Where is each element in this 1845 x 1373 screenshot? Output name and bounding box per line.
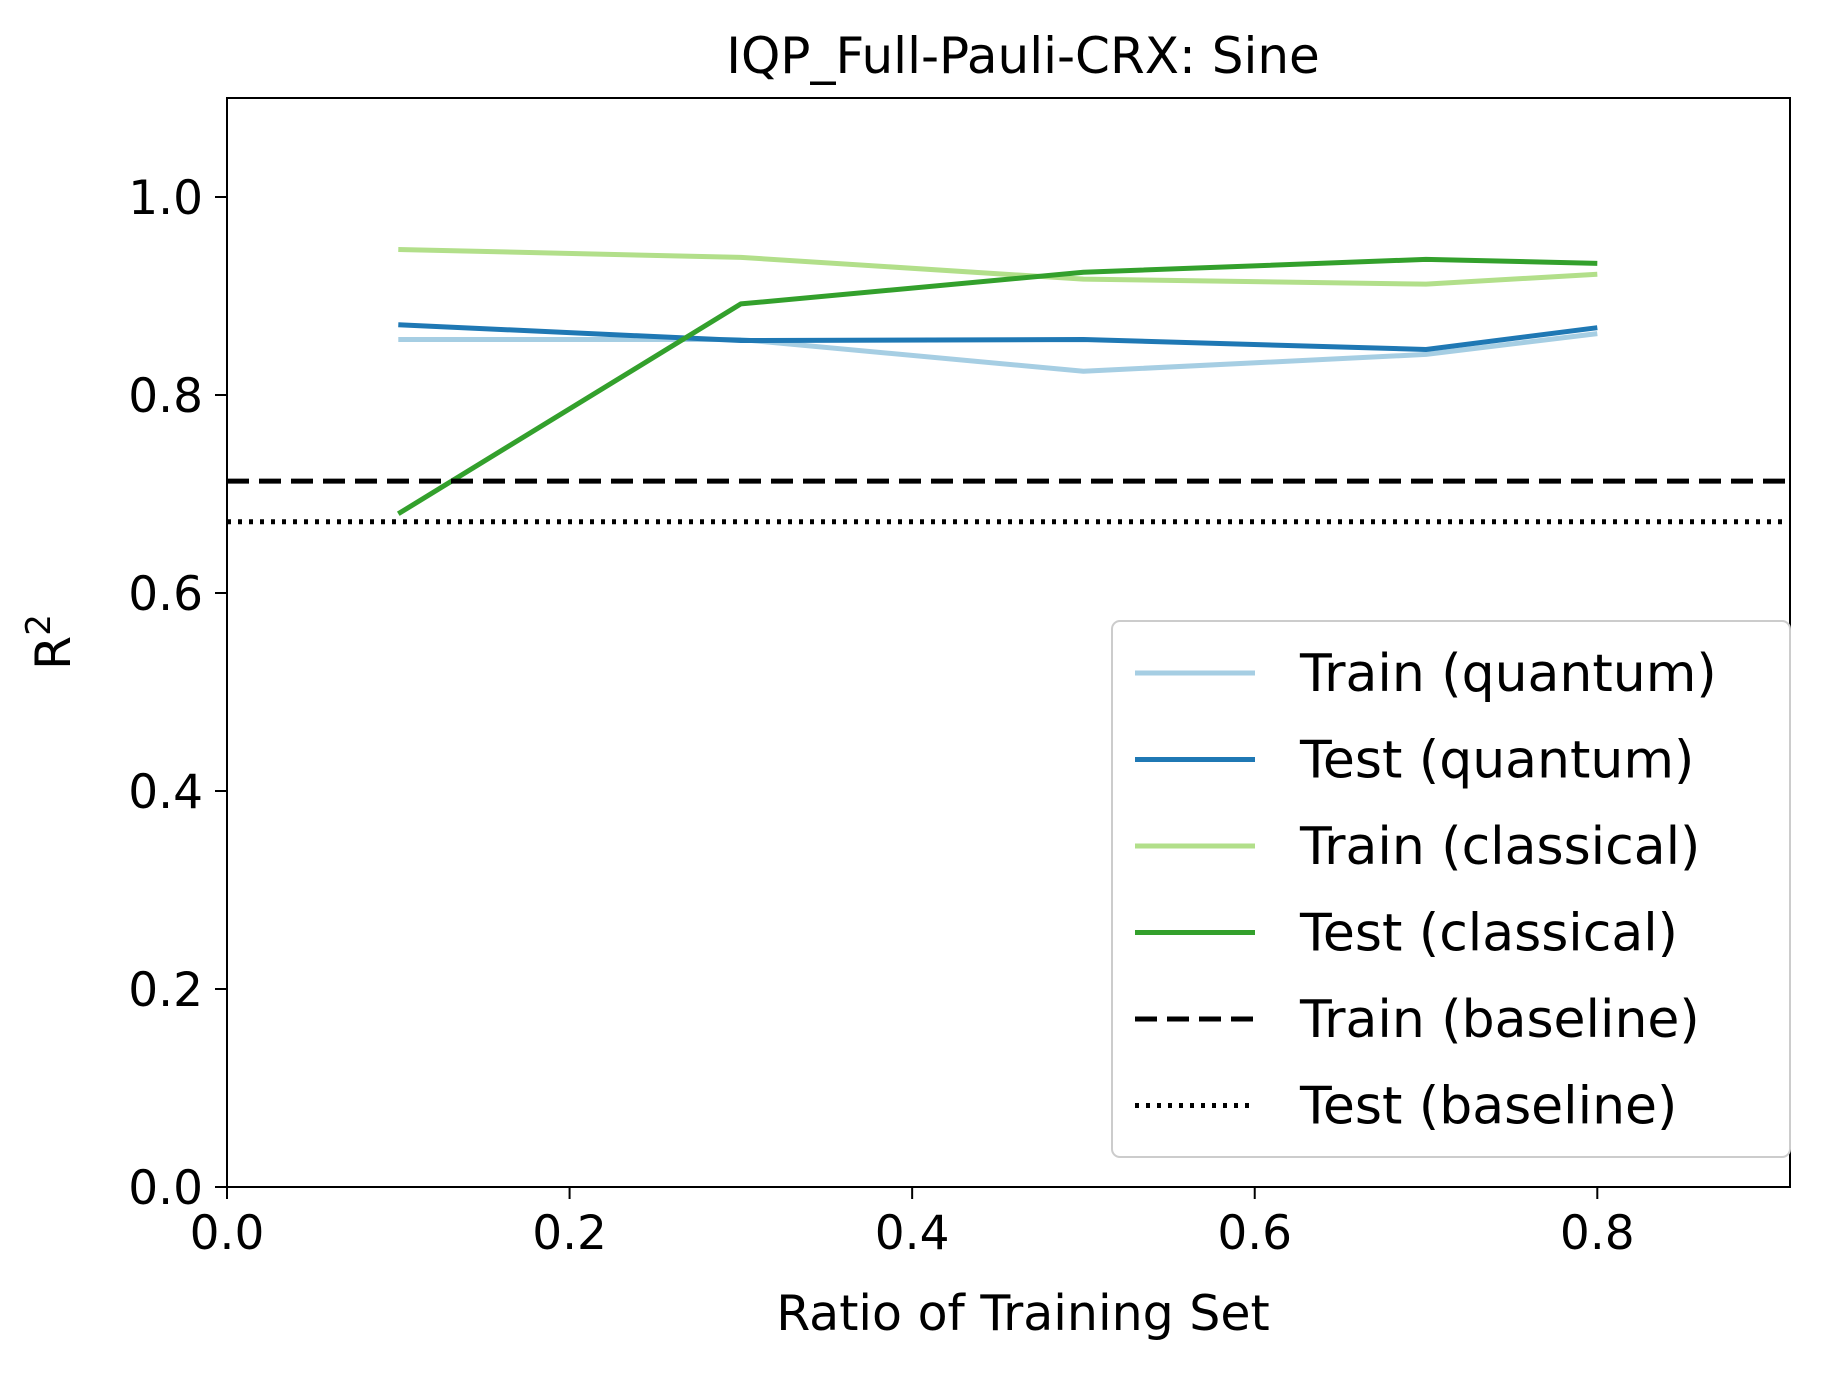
axis-ticks: 0.0 0.2 0.4 0.6 0.8 0.0 0.2 0.4 0.6 0.8 1.0 xyxy=(128,171,1634,1261)
y-axis-label-base: R xyxy=(25,636,82,670)
series-line-4 xyxy=(396,256,1598,516)
y-tick-label: 0.6 xyxy=(128,567,203,622)
legend-box xyxy=(1111,620,1791,1158)
y-axis-label-superscript: 2 xyxy=(19,614,59,636)
chart-title: IQP_Full-Pauli-CRX: Sine xyxy=(726,27,1320,85)
series-line-2 xyxy=(398,322,1598,352)
x-tick-label: 0.4 xyxy=(875,1206,950,1261)
y-tick-label: 0.4 xyxy=(128,765,203,820)
y-tick-label: 0.0 xyxy=(128,1161,203,1216)
legend: Train (quantum) Test (quantum) Train (clas… xyxy=(1111,620,1791,1158)
x-axis-label: Ratio of Training Set xyxy=(776,1285,1270,1342)
y-axis-label: R2 xyxy=(19,614,82,670)
legend-label-4: Test (classical) xyxy=(1299,904,1678,964)
series-line-1 xyxy=(398,331,1598,374)
x-tick-label: 0.0 xyxy=(190,1206,265,1261)
y-tick-label: 0.8 xyxy=(128,369,203,424)
plot-area xyxy=(227,246,1790,525)
x-tick-label: 0.6 xyxy=(1217,1206,1292,1261)
series-line-3 xyxy=(398,246,1598,287)
legend-label-1: Train (quantum) xyxy=(1299,644,1717,704)
legend-label-3: Train (classical) xyxy=(1299,817,1700,877)
y-tick-label: 1.0 xyxy=(128,171,203,226)
y-tick-label: 0.2 xyxy=(128,963,203,1018)
legend-label-2: Test (quantum) xyxy=(1299,731,1694,791)
legend-label-6: Test (baseline) xyxy=(1299,1077,1677,1137)
x-tick-label: 0.8 xyxy=(1560,1206,1635,1261)
legend-label-5: Train (baseline) xyxy=(1299,990,1700,1050)
x-tick-label: 0.2 xyxy=(532,1206,607,1261)
